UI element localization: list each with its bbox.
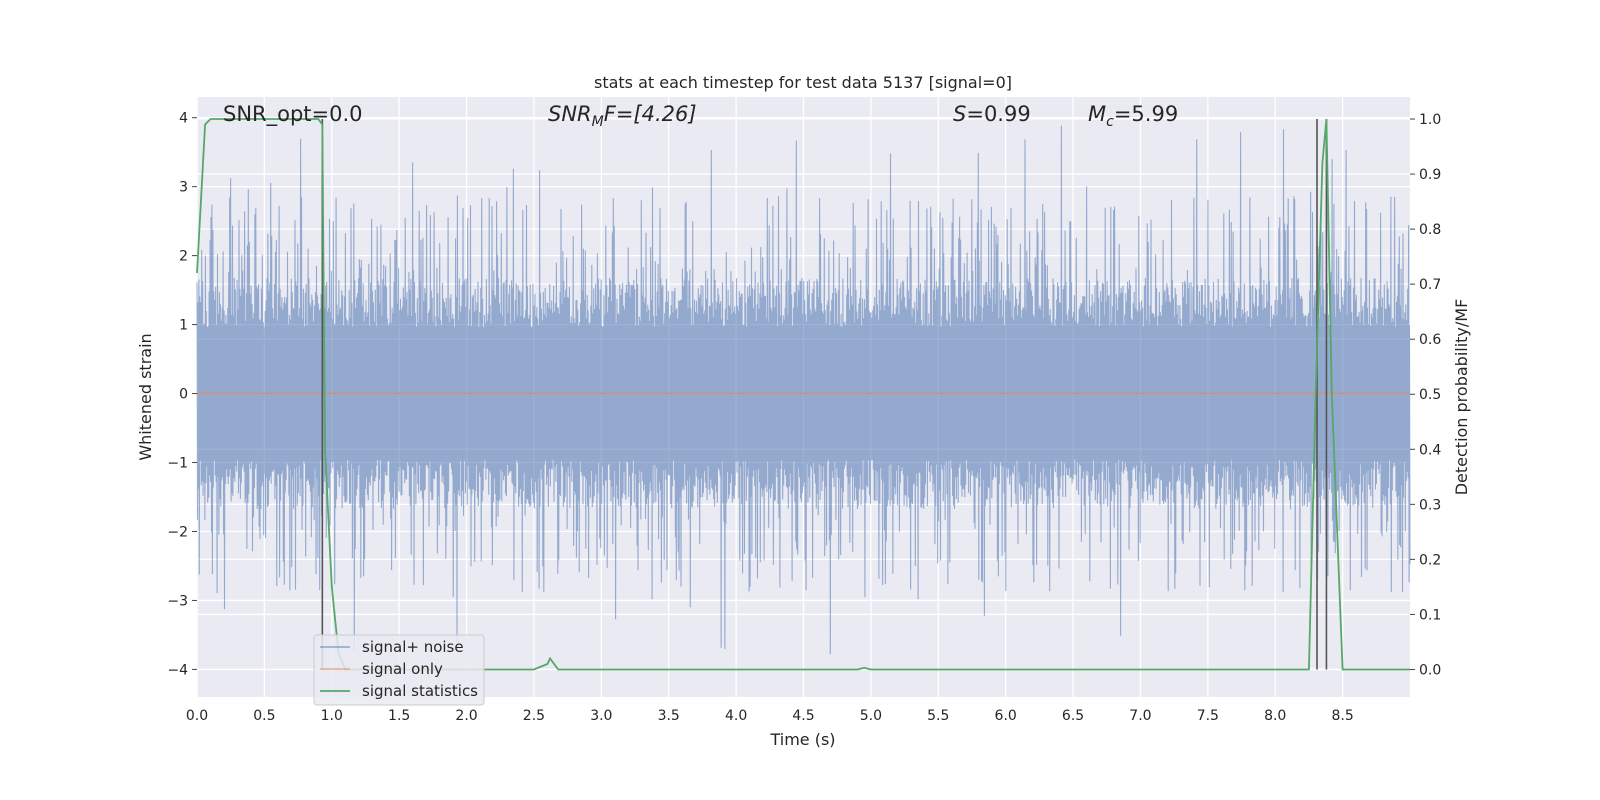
x-tick-label: 5.0 (860, 708, 882, 724)
x-tick-label: 1.5 (388, 708, 410, 724)
x-tick-label: 0.0 (186, 708, 208, 724)
y-right-tick-label: 0.2 (1419, 552, 1441, 568)
x-tick-label: 6.0 (995, 708, 1017, 724)
x-tick-label: 8.0 (1264, 708, 1286, 724)
y-tick-label: 2 (179, 249, 188, 265)
x-tick-label: 6.5 (1062, 708, 1084, 724)
y-tick-label: 4 (179, 111, 188, 127)
y-right-tick-label: 1.0 (1419, 112, 1441, 128)
y-right-tick-label: 0.3 (1419, 497, 1441, 513)
y-axis-label: Whitened strain (136, 333, 155, 460)
x-tick-label: 4.0 (725, 708, 747, 724)
signal-statistics-line (196, 118, 1410, 671)
legend-label-signal-statistics: signal statistics (362, 682, 478, 700)
x-tick-label: 7.5 (1197, 708, 1219, 724)
y-tick-labels-left: −4 −3 −2 −1 0 1 2 3 4 (167, 111, 197, 678)
y-right-tick-label: 0.7 (1419, 277, 1441, 293)
x-tick-label: 2.5 (523, 708, 545, 724)
y-tick-labels-right: 0.0 0.1 0.2 0.3 0.4 0.5 0.6 0.7 0.8 0.9 1.0 (1410, 112, 1441, 678)
x-tick-label: 3.0 (590, 708, 612, 724)
x-tick-label: 4.5 (792, 708, 814, 724)
x-tick-labels: 0.0 0.5 1.0 1.5 2.0 2.5 3.0 3.5 4.0 4.5 5.0 5.5 6.0 6… (186, 708, 1354, 724)
annotation-mc: Mc=5.99 (1088, 102, 1178, 130)
y-tick-label: −3 (167, 593, 188, 609)
y-tick-label: −1 (167, 456, 188, 472)
x-axis-label: Time (s) (769, 730, 835, 749)
x-tick-label: 5.5 (927, 708, 949, 724)
x-tick-label: 3.5 (658, 708, 680, 724)
y-tick-label: 1 (179, 318, 188, 334)
series-signal-statistics (196, 118, 1410, 671)
y-tick-label: −4 (167, 662, 188, 678)
annotation-snr-opt: SNR_opt=0.0 (223, 102, 363, 127)
snr-mf-suffix: F=[4.26] (604, 102, 697, 126)
legend-label-signal-only: signal only (362, 660, 443, 678)
x-tick-label: 1.0 (321, 708, 343, 724)
y-right-tick-label: 0.6 (1419, 332, 1441, 348)
s-value: =0.99 (966, 102, 1030, 126)
annotation-snr-mf: SNRMF=[4.26] (548, 102, 697, 130)
annotation-s: S=0.99 (953, 102, 1031, 126)
y-right-tick-label: 0.5 (1419, 387, 1441, 403)
y-right-tick-label: 0.1 (1419, 607, 1441, 623)
y-tick-label: −2 (167, 524, 188, 540)
y-right-tick-label: 0.8 (1419, 222, 1441, 238)
y-right-tick-label: 0.9 (1419, 167, 1441, 183)
x-tick-label: 0.5 (253, 708, 275, 724)
y-tick-label: 3 (179, 180, 188, 196)
mc-value: =5.99 (1114, 102, 1178, 126)
s-symbol: S (953, 102, 966, 126)
mc-symbol: M (1088, 102, 1106, 126)
y-axis-label-right: Detection probability/MF (1452, 299, 1471, 496)
series-signal-plus-noise (196, 125, 1411, 655)
signal-plus-noise-line (196, 125, 1411, 655)
legend-label-signal-plus-noise: signal+ noise (362, 638, 464, 656)
x-tick-label: 7.0 (1129, 708, 1151, 724)
y-right-tick-label: 0.0 (1419, 662, 1441, 678)
chart-title: stats at each timestep for test data 513… (594, 73, 1012, 92)
legend: signal+ noise signal only signal statist… (313, 634, 485, 706)
snr-mf-prefix: SNR (548, 102, 592, 126)
y-right-tick-label: 0.4 (1419, 442, 1441, 458)
x-tick-label: 8.5 (1331, 708, 1353, 724)
x-tick-label: 2.0 (455, 708, 477, 724)
y-tick-label: 0 (179, 387, 188, 403)
mc-sub: c (1106, 114, 1114, 130)
snr-mf-sub: M (592, 114, 604, 130)
legend-box (313, 634, 485, 706)
